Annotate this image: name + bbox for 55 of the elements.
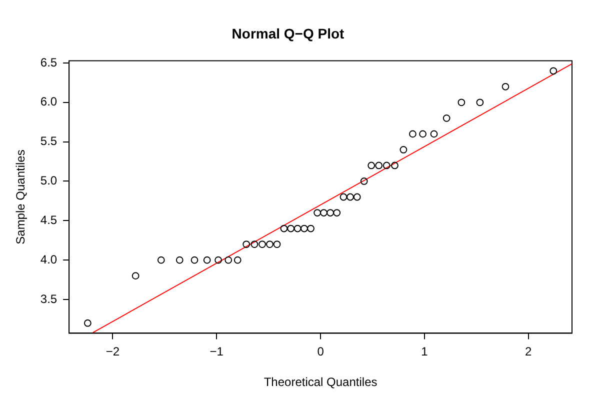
point: [132, 272, 140, 280]
point: [419, 130, 426, 138]
point: [375, 162, 383, 170]
y-tick-label: 4.0: [40, 252, 58, 266]
point: [273, 240, 281, 248]
point: [266, 240, 274, 248]
point: [382, 162, 390, 170]
point: [368, 162, 376, 170]
x-axis-title: Theoretical Quantiles: [264, 375, 378, 390]
point: [442, 114, 450, 122]
point: [314, 209, 322, 216]
point: [476, 98, 484, 106]
y-tick-label: 4.5: [40, 212, 58, 227]
point: [391, 162, 398, 170]
point: [234, 256, 242, 264]
point: [203, 256, 211, 264]
point: [502, 82, 510, 90]
x-tick-label: 2: [525, 344, 532, 359]
point: [550, 67, 558, 75]
y-tick-label: 5.5: [40, 134, 58, 148]
point: [176, 256, 184, 264]
point: [242, 240, 250, 248]
point: [333, 209, 341, 216]
point: [400, 146, 408, 154]
point: [214, 256, 222, 264]
x-tick-label: 0: [317, 344, 324, 359]
point: [458, 98, 466, 106]
y-axis-title: Sample Quantiles: [14, 150, 28, 244]
y-tick-label: 5.0: [40, 174, 58, 188]
point: [326, 209, 334, 216]
point: [258, 240, 266, 248]
point: [346, 193, 354, 201]
point: [190, 256, 198, 264]
point: [409, 130, 416, 138]
point: [307, 224, 314, 232]
x-tick-label: −1: [210, 344, 224, 359]
point: [157, 256, 165, 264]
point: [430, 130, 438, 138]
point: [250, 240, 258, 248]
point: [340, 193, 348, 201]
point: [294, 224, 302, 232]
point: [300, 224, 308, 232]
x-tick-label: 1: [421, 344, 428, 359]
point: [84, 319, 92, 327]
point: [353, 193, 361, 201]
y-tick-label: 6.0: [40, 94, 58, 109]
chart-title: Normal Q−Q Plot: [232, 25, 345, 42]
point: [287, 224, 295, 232]
y-tick-label: 3.5: [40, 292, 58, 306]
x-tick-label: −2: [106, 344, 120, 359]
y-tick-label: 6.5: [40, 55, 58, 70]
point: [280, 224, 288, 232]
point: [224, 256, 232, 264]
point: [360, 178, 368, 185]
point: [320, 209, 328, 216]
